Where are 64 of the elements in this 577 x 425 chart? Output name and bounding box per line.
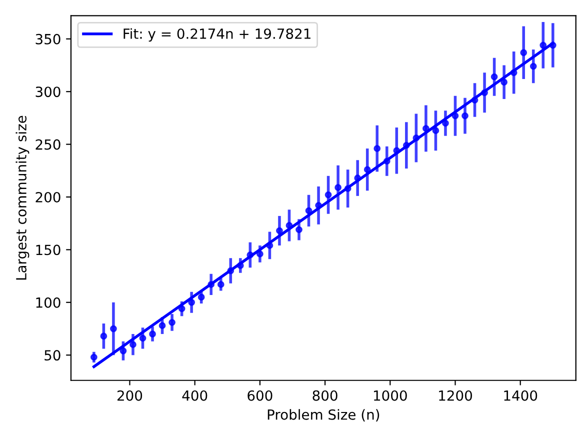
y-tick-label: 50 (44, 350, 60, 361)
point (158, 322, 166, 330)
y-tick-label: 150 (36, 244, 60, 256)
x-tick-label: 400 (182, 390, 208, 401)
x-tick-label: 1000 (374, 390, 407, 401)
point (393, 147, 400, 154)
y-tick-label: 300 (36, 86, 60, 98)
point (188, 298, 196, 306)
point (266, 242, 274, 249)
y-tick-label: 100 (36, 297, 60, 308)
point (364, 166, 371, 174)
point (178, 305, 186, 312)
point (471, 96, 478, 104)
point (344, 185, 352, 192)
point (334, 184, 342, 191)
legend-label: Fit: y = 0.2174n + 19.7821 (124, 28, 310, 42)
point (481, 89, 488, 96)
point (227, 267, 234, 274)
x-tick-label: 800 (312, 390, 338, 401)
point (305, 207, 312, 214)
point (324, 191, 332, 198)
point (256, 250, 264, 258)
point (402, 142, 410, 149)
point (383, 158, 390, 165)
point (520, 49, 528, 56)
point (139, 334, 146, 342)
point (198, 294, 205, 301)
point (110, 325, 117, 332)
point (217, 280, 224, 288)
point (490, 73, 498, 80)
point (530, 62, 537, 70)
point (422, 125, 430, 132)
point (286, 222, 293, 229)
point (296, 226, 302, 234)
point (442, 120, 449, 127)
point (432, 127, 440, 134)
y-tick-label: 200 (36, 192, 60, 202)
x-tick-label: 1400 (504, 390, 538, 401)
point (130, 341, 136, 348)
point (462, 112, 468, 120)
point (120, 347, 127, 354)
y-tick-label: 250 (36, 139, 60, 150)
x-tick-label: 1200 (439, 390, 472, 401)
point (540, 42, 547, 49)
y-tick-label: 350 (36, 34, 60, 44)
point (168, 318, 176, 326)
point (354, 174, 362, 182)
point (452, 112, 459, 120)
x-tick-label: 600 (248, 390, 272, 401)
point (208, 280, 215, 288)
point (510, 69, 518, 76)
point (100, 332, 108, 340)
point (246, 251, 254, 258)
point (236, 262, 244, 269)
point (500, 78, 508, 86)
x-tick-label: 200 (117, 390, 142, 401)
point (412, 134, 420, 142)
point (149, 330, 156, 338)
point (276, 227, 283, 234)
y-axis-title: Largest community size (16, 116, 30, 280)
point (315, 202, 322, 209)
point (374, 145, 381, 152)
x-axis-title: Problem Size (n) (268, 409, 380, 422)
point (549, 42, 556, 49)
